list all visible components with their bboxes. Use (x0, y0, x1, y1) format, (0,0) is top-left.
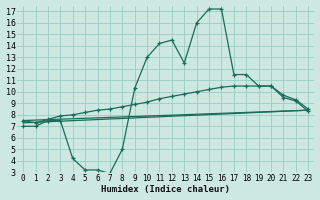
X-axis label: Humidex (Indice chaleur): Humidex (Indice chaleur) (101, 185, 230, 194)
